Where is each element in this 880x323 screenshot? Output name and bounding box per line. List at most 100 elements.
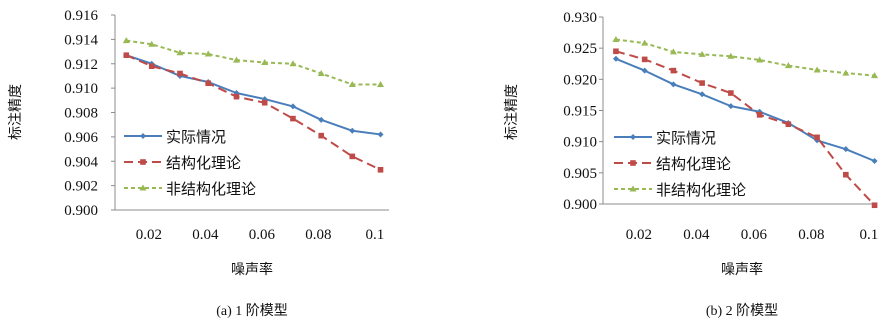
data-point: [871, 202, 878, 209]
legend-label: 非结构化理论: [656, 181, 746, 199]
legend-label: 结构化理论: [166, 154, 241, 172]
data-point: [348, 80, 356, 87]
data-point: [148, 40, 156, 47]
data-point: [318, 132, 325, 139]
data-point: [318, 116, 325, 123]
series-line: [615, 38, 875, 77]
series-1: [123, 52, 384, 138]
legend-label: 实际情况: [656, 129, 716, 147]
y-tick-label: 0.900: [64, 203, 98, 219]
series-3: [122, 37, 385, 87]
data-point: [813, 66, 821, 73]
data-point: [670, 81, 677, 88]
y-tick-label: 0.905: [563, 166, 597, 182]
y-tick-label: 0.910: [64, 81, 98, 97]
x-tick-label: 0.06: [249, 227, 276, 243]
y-tick-label: 0.914: [64, 32, 98, 48]
chart-panel-order-2: 0.900 0.905 0.910 0.915 0.920 0.925 0.930 0.02 0…: [504, 10, 878, 319]
legend-swatch-marker: [140, 133, 146, 139]
x-tick-label: 0.1: [859, 227, 878, 243]
chart-caption: (b) 2 阶模型: [706, 303, 778, 319]
y-axis-label: 标注精度: [8, 84, 24, 140]
series-line: [125, 54, 381, 171]
series-2: [613, 48, 878, 209]
y-tick-label: 0.915: [563, 104, 597, 120]
data-point: [349, 127, 356, 134]
data-point: [814, 134, 820, 141]
legend-swatch-marker: [630, 134, 636, 140]
y-tick-label: 0.908: [64, 106, 98, 122]
data-point: [728, 90, 734, 96]
data-point: [785, 121, 792, 128]
data-point: [670, 67, 677, 74]
data-point: [669, 48, 677, 55]
data-point: [317, 70, 325, 76]
series-line: [126, 39, 381, 86]
legend-swatch-marker: [630, 160, 636, 166]
data-point: [842, 69, 850, 76]
y-tick-label: 0.910: [563, 135, 597, 151]
chart-caption: (a) 1 阶模型: [216, 303, 288, 319]
y-tick-label: 0.900: [563, 197, 597, 213]
data-point: [756, 56, 764, 63]
data-point: [261, 99, 268, 106]
data-point: [176, 49, 184, 56]
series-line: [615, 50, 876, 206]
data-point: [612, 35, 620, 42]
y-axis-label: 标注精度: [504, 84, 520, 140]
y-tick-label: 0.930: [563, 10, 597, 26]
data-point: [699, 91, 706, 98]
x-tick-label: 0.1: [366, 227, 385, 243]
x-tick-label: 0.02: [626, 227, 652, 243]
data-point: [377, 131, 384, 138]
x-tick-label: 0.04: [192, 227, 219, 243]
series-line: [615, 57, 875, 162]
x-tick-label: 0.06: [741, 227, 768, 243]
series-2: [123, 52, 384, 173]
data-point: [641, 56, 648, 63]
x-axis-label: 噪声率: [231, 261, 273, 278]
data-point: [698, 50, 706, 57]
x-axis-label: 噪声率: [721, 261, 763, 278]
x-tick-label: 0.08: [798, 227, 824, 243]
data-point: [122, 37, 130, 44]
data-point: [123, 52, 130, 59]
data-point: [377, 80, 385, 87]
data-point: [613, 48, 619, 55]
data-point: [148, 63, 155, 69]
data-point: [699, 80, 705, 86]
data-point: [377, 166, 384, 173]
data-point: [349, 153, 356, 160]
x-tick-label: 0.02: [136, 227, 162, 243]
data-point: [612, 55, 619, 62]
series-3: [612, 35, 879, 79]
legend-label: 结构化理论: [656, 155, 731, 173]
data-point: [641, 39, 649, 46]
chart-panel-order-1: 0.900 0.902 0.904 0.906 0.908 0.910 0.912 0.914…: [8, 8, 389, 319]
x-tick-label: 0.08: [305, 227, 331, 243]
legend-label: 实际情况: [166, 128, 226, 146]
x-tick-label: 0.04: [683, 227, 710, 243]
data-point: [756, 112, 763, 118]
y-tick-label: 0.906: [64, 130, 98, 146]
data-point: [261, 59, 269, 66]
legend-swatch-marker: [629, 185, 637, 192]
legend-label: 非结构化理论: [166, 180, 256, 198]
data-point: [205, 80, 212, 87]
y-tick-label: 0.912: [64, 57, 98, 73]
data-point: [641, 67, 648, 74]
data-point: [290, 115, 296, 122]
y-tick-label: 0.920: [563, 72, 597, 88]
series-line: [125, 54, 381, 136]
data-point: [784, 62, 792, 69]
y-tick-label: 0.925: [563, 41, 597, 57]
data-point: [871, 157, 878, 164]
legend-swatch-marker: [139, 184, 147, 191]
y-tick-label: 0.904: [64, 154, 98, 170]
data-point: [289, 103, 296, 110]
legend-swatch-marker: [140, 159, 146, 165]
y-tick-label: 0.902: [64, 179, 98, 195]
data-point: [289, 60, 297, 67]
